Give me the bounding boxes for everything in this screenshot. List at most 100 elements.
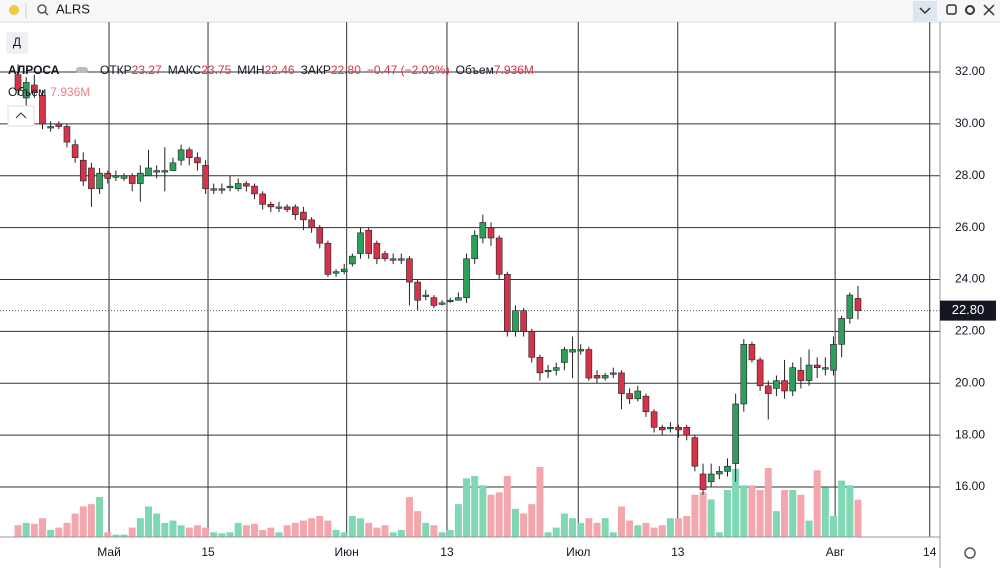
volume-bar — [30, 523, 38, 537]
settings-button[interactable] — [965, 5, 975, 15]
candle-body — [764, 385, 772, 394]
volume-bar — [324, 520, 332, 537]
candle-body — [414, 281, 421, 301]
candle-body — [438, 302, 446, 305]
volume-bar — [389, 532, 397, 537]
candle-body — [308, 219, 315, 228]
candle-body — [846, 294, 854, 319]
candle-body — [552, 367, 560, 371]
x-tick-label: 13 — [440, 545, 454, 559]
volume-bar — [772, 511, 780, 537]
volume-bar — [340, 532, 348, 537]
candle-body — [471, 235, 478, 260]
candle-body — [626, 393, 633, 400]
volume-bar — [446, 529, 454, 537]
candle-body — [463, 258, 470, 298]
candle-body — [789, 367, 797, 392]
window-button[interactable] — [946, 4, 957, 15]
search-text[interactable]: ALRS — [56, 1, 90, 16]
candle-body — [202, 165, 209, 190]
volume-bar — [357, 518, 365, 537]
candle-body — [658, 427, 666, 431]
legend-label: МИН — [237, 63, 264, 77]
volume-bar — [144, 506, 152, 537]
volume-bar — [291, 522, 299, 537]
volume-bar — [487, 494, 495, 537]
collapse-button[interactable] — [7, 105, 35, 127]
volume-bar — [748, 485, 756, 537]
volume-bar — [414, 511, 422, 537]
candle-body — [781, 380, 788, 392]
volume-bar — [405, 497, 413, 537]
volume-bar — [218, 533, 226, 537]
volume-bar — [373, 527, 381, 537]
candle-body — [406, 258, 413, 283]
candle-body — [218, 188, 226, 191]
volume-bar — [511, 508, 519, 537]
axis-settings[interactable] — [964, 547, 976, 559]
volume-bar — [120, 534, 128, 537]
candle-body — [740, 344, 748, 405]
volume-bar — [104, 532, 112, 537]
volume-bar — [422, 522, 430, 537]
candle-body — [854, 298, 862, 311]
candle-body — [618, 372, 625, 394]
volume-bar — [617, 506, 625, 537]
volume-bar — [38, 518, 46, 537]
volume-bar — [838, 480, 846, 537]
candle-body — [316, 227, 324, 244]
last-price-box — [940, 300, 996, 321]
candle-body — [153, 170, 160, 173]
volume-bar — [153, 513, 161, 537]
dropdown-button[interactable] — [913, 1, 937, 21]
candle-body — [120, 175, 128, 179]
volume-bar — [666, 518, 674, 537]
volume-bar — [528, 504, 536, 537]
volume-bar — [846, 485, 854, 537]
volume-legend-label: Объем — [8, 85, 46, 99]
volume-bar — [601, 518, 609, 537]
legend-value: 23.75 — [201, 63, 231, 77]
candle-body — [365, 229, 372, 254]
volume-bar — [723, 490, 731, 537]
candle-body — [528, 331, 536, 358]
volume-bar — [283, 525, 291, 537]
volume-bar — [536, 467, 544, 537]
y-tick-label: 30.00 — [955, 116, 985, 130]
volume-bar — [552, 527, 560, 537]
volume-bar — [544, 532, 552, 537]
candle-body — [813, 364, 821, 368]
candle-body — [487, 227, 495, 239]
candle-body — [797, 369, 805, 381]
candle-body — [544, 369, 552, 373]
candle-body — [283, 206, 291, 210]
candle-body — [732, 403, 739, 464]
candle-body — [667, 427, 674, 430]
candle-body — [601, 375, 609, 379]
volume-bar — [169, 520, 177, 537]
candle-body — [756, 359, 764, 387]
candle-body — [707, 473, 715, 483]
candle-body — [22, 82, 30, 99]
candle-body — [324, 242, 332, 275]
candle-body — [446, 299, 454, 303]
volume-bar — [732, 468, 740, 537]
candle-body — [185, 149, 193, 158]
volume-bar — [71, 513, 79, 537]
candle-body — [47, 126, 54, 129]
volume-bar — [22, 522, 30, 537]
volume-bar — [87, 504, 95, 537]
candle-body — [96, 172, 103, 190]
candle-body — [642, 395, 650, 413]
legend-toggle[interactable] — [76, 67, 88, 73]
y-tick-label: 22.00 — [955, 324, 985, 338]
interval-button[interactable] — [6, 32, 28, 54]
volume-bar — [381, 525, 389, 537]
volume-bar — [503, 475, 511, 537]
close-button[interactable] — [983, 4, 995, 16]
candle-body — [145, 167, 152, 177]
volume-bar — [202, 527, 210, 537]
candle-body — [585, 349, 593, 379]
y-tick-label: 18.00 — [955, 427, 985, 441]
candle-body — [267, 203, 275, 208]
